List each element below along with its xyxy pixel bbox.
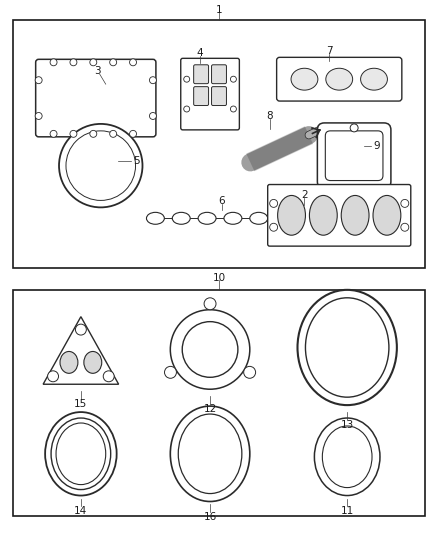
Text: 3: 3 bbox=[95, 66, 101, 76]
Circle shape bbox=[90, 59, 97, 66]
Ellipse shape bbox=[327, 212, 345, 224]
Text: 5: 5 bbox=[133, 156, 140, 166]
Text: 4: 4 bbox=[197, 49, 203, 58]
Circle shape bbox=[50, 131, 57, 138]
Text: 13: 13 bbox=[341, 420, 354, 430]
Circle shape bbox=[70, 131, 77, 138]
FancyBboxPatch shape bbox=[318, 123, 391, 189]
Ellipse shape bbox=[360, 68, 388, 90]
Circle shape bbox=[401, 223, 409, 231]
Circle shape bbox=[35, 112, 42, 119]
Circle shape bbox=[149, 77, 156, 84]
Ellipse shape bbox=[172, 212, 190, 224]
FancyBboxPatch shape bbox=[194, 65, 208, 84]
Circle shape bbox=[110, 131, 117, 138]
Circle shape bbox=[184, 106, 190, 112]
Circle shape bbox=[48, 371, 59, 382]
FancyBboxPatch shape bbox=[268, 184, 411, 246]
Ellipse shape bbox=[250, 212, 268, 224]
Circle shape bbox=[70, 59, 77, 66]
Circle shape bbox=[244, 366, 256, 378]
Polygon shape bbox=[43, 317, 119, 384]
Text: 10: 10 bbox=[212, 273, 226, 283]
Circle shape bbox=[90, 131, 97, 138]
Text: 15: 15 bbox=[74, 399, 88, 409]
Ellipse shape bbox=[291, 68, 318, 90]
Ellipse shape bbox=[322, 426, 372, 488]
Ellipse shape bbox=[178, 414, 242, 494]
Ellipse shape bbox=[341, 196, 369, 235]
Ellipse shape bbox=[84, 351, 102, 373]
Ellipse shape bbox=[326, 68, 353, 90]
Ellipse shape bbox=[59, 124, 142, 207]
Circle shape bbox=[130, 59, 137, 66]
Ellipse shape bbox=[373, 196, 401, 235]
Circle shape bbox=[130, 131, 137, 138]
Ellipse shape bbox=[170, 310, 250, 389]
Ellipse shape bbox=[305, 298, 389, 397]
Text: 1: 1 bbox=[215, 5, 223, 14]
Ellipse shape bbox=[146, 212, 164, 224]
Circle shape bbox=[230, 76, 237, 82]
FancyBboxPatch shape bbox=[325, 131, 383, 181]
Ellipse shape bbox=[198, 212, 216, 224]
Circle shape bbox=[75, 324, 86, 335]
Text: 8: 8 bbox=[266, 111, 273, 121]
Circle shape bbox=[184, 76, 190, 82]
Text: 12: 12 bbox=[203, 404, 217, 414]
Ellipse shape bbox=[276, 212, 293, 224]
Ellipse shape bbox=[278, 196, 305, 235]
Text: 11: 11 bbox=[341, 506, 354, 516]
Circle shape bbox=[270, 223, 278, 231]
Text: 2: 2 bbox=[301, 190, 308, 200]
Text: 16: 16 bbox=[203, 512, 217, 522]
FancyBboxPatch shape bbox=[212, 65, 226, 84]
Ellipse shape bbox=[182, 321, 238, 377]
Circle shape bbox=[103, 371, 114, 382]
FancyBboxPatch shape bbox=[35, 59, 156, 137]
Circle shape bbox=[401, 199, 409, 207]
Ellipse shape bbox=[66, 131, 135, 200]
Circle shape bbox=[230, 106, 237, 112]
Ellipse shape bbox=[170, 406, 250, 502]
Bar bbox=[13, 20, 425, 268]
Ellipse shape bbox=[309, 196, 337, 235]
Circle shape bbox=[270, 199, 278, 207]
Bar bbox=[13, 290, 425, 516]
Circle shape bbox=[50, 59, 57, 66]
Circle shape bbox=[149, 112, 156, 119]
Ellipse shape bbox=[314, 418, 380, 496]
Text: 14: 14 bbox=[74, 506, 88, 516]
Ellipse shape bbox=[224, 212, 242, 224]
Ellipse shape bbox=[301, 212, 319, 224]
Circle shape bbox=[35, 77, 42, 84]
Ellipse shape bbox=[56, 423, 106, 484]
Text: 7: 7 bbox=[326, 46, 332, 56]
FancyBboxPatch shape bbox=[277, 58, 402, 101]
Text: 6: 6 bbox=[219, 197, 225, 206]
Circle shape bbox=[204, 298, 216, 310]
FancyBboxPatch shape bbox=[194, 87, 208, 106]
FancyBboxPatch shape bbox=[181, 58, 240, 130]
Circle shape bbox=[165, 366, 177, 378]
Text: 9: 9 bbox=[374, 141, 380, 151]
Ellipse shape bbox=[60, 351, 78, 373]
FancyBboxPatch shape bbox=[212, 87, 226, 106]
Circle shape bbox=[350, 124, 358, 132]
Ellipse shape bbox=[51, 418, 111, 490]
Circle shape bbox=[110, 59, 117, 66]
Ellipse shape bbox=[297, 290, 397, 405]
Ellipse shape bbox=[45, 412, 117, 496]
